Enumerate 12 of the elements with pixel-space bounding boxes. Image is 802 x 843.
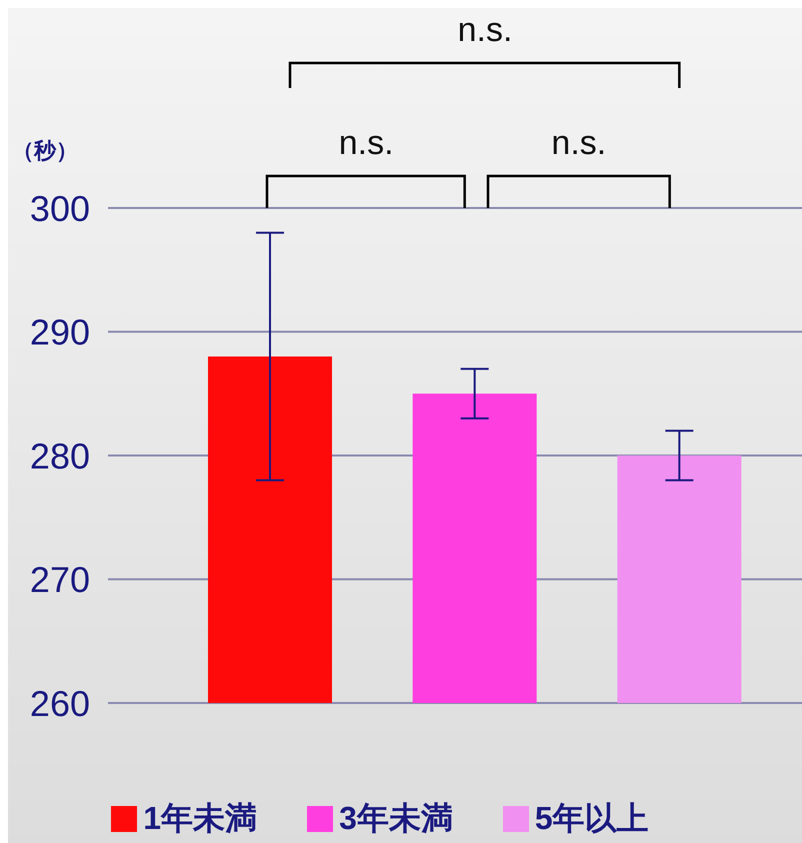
text: n.s.: [338, 124, 395, 163]
y-tick-label: 290: [30, 312, 90, 353]
text: n.s.: [550, 124, 608, 163]
y-tick-label: 260: [30, 682, 90, 724]
legend-label: 5年以上: [534, 800, 649, 836]
y-tick-label: 280: [30, 435, 90, 476]
legend-label: 3年未満: [339, 800, 453, 836]
y-tick-label: 300: [30, 188, 90, 229]
legend-label: 1年未満: [143, 800, 258, 836]
y-axis-title: （秒）: [12, 137, 78, 165]
y-tick-label: 270: [30, 559, 90, 600]
text: n.s.: [456, 11, 514, 50]
